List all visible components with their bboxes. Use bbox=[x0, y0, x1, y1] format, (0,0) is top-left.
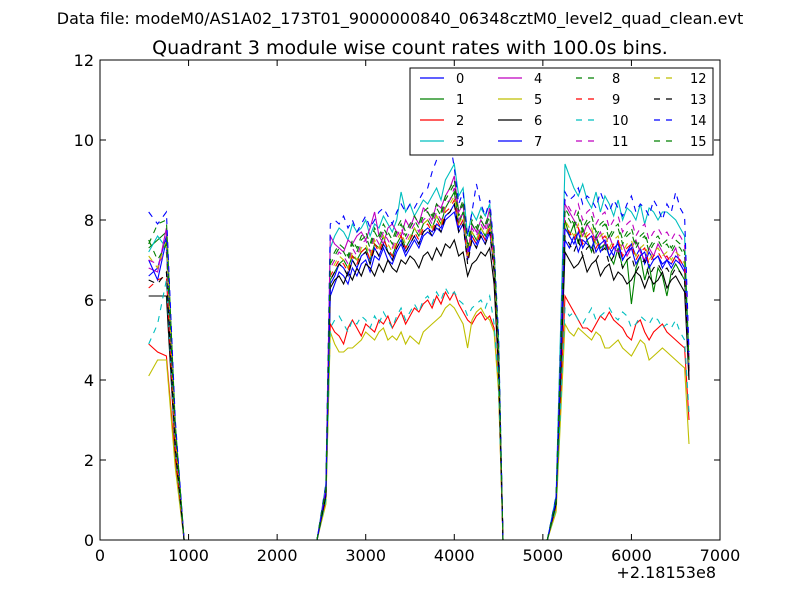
legend-label: 8 bbox=[612, 72, 620, 87]
x-tick-label: 2000 bbox=[257, 546, 298, 565]
legend-entry-7: 7 bbox=[498, 135, 542, 150]
series-13-segment-1 bbox=[316, 202, 504, 541]
legend-label: 5 bbox=[534, 93, 542, 108]
series-5 bbox=[148, 303, 690, 541]
series-3-segment-1 bbox=[316, 162, 504, 541]
series-14-segment-1 bbox=[316, 138, 504, 541]
series-15-segment-1 bbox=[316, 178, 504, 541]
series-14 bbox=[148, 138, 690, 541]
legend-label: 15 bbox=[690, 135, 707, 150]
x-tick-label: 5000 bbox=[522, 546, 563, 565]
legend-label: 4 bbox=[534, 72, 542, 87]
series-10-segment-1 bbox=[316, 286, 504, 541]
series-12 bbox=[148, 194, 690, 541]
legend-label: 14 bbox=[690, 114, 707, 129]
series-8 bbox=[148, 182, 690, 541]
series-5-segment-1 bbox=[316, 303, 504, 541]
series-15 bbox=[148, 178, 690, 541]
series-13-segment-0 bbox=[148, 270, 185, 541]
y-tick-label: 10 bbox=[74, 131, 94, 150]
legend-label: 6 bbox=[534, 114, 542, 129]
series-9-segment-2 bbox=[546, 221, 690, 541]
legend-entry-3: 3 bbox=[420, 135, 464, 150]
series-6-segment-1 bbox=[316, 238, 504, 541]
legend-label: 3 bbox=[456, 135, 464, 150]
legend-entry-1: 1 bbox=[420, 93, 464, 108]
series-3-segment-2 bbox=[546, 163, 690, 541]
data-file-label: Data file: modeM0/AS1A02_173T01_90000008… bbox=[57, 9, 743, 29]
series-11-segment-1 bbox=[316, 187, 504, 541]
x-tick-label: 3000 bbox=[345, 546, 386, 565]
legend-label: 1 bbox=[456, 93, 464, 108]
series-15-segment-2 bbox=[546, 205, 690, 541]
legend-entry-4: 4 bbox=[498, 72, 542, 87]
legend-label: 11 bbox=[612, 135, 629, 150]
series-5-segment-2 bbox=[546, 322, 690, 541]
x-tick-label: 6000 bbox=[611, 546, 652, 565]
series-5-segment-0 bbox=[148, 359, 185, 541]
series-layer bbox=[148, 138, 690, 541]
legend-entry-14: 14 bbox=[654, 114, 707, 129]
series-15-segment-0 bbox=[148, 239, 185, 541]
legend-entry-2: 2 bbox=[420, 114, 464, 129]
y-tick-label: 8 bbox=[84, 211, 94, 230]
legend-box bbox=[409, 67, 714, 156]
y-tick-label: 0 bbox=[84, 531, 94, 550]
y-tick-label: 12 bbox=[74, 51, 94, 70]
legend-entry-11: 11 bbox=[576, 135, 629, 150]
series-7-segment-2 bbox=[546, 225, 690, 541]
series-14-segment-2 bbox=[546, 186, 690, 541]
series-13 bbox=[148, 202, 690, 541]
legend-label: 10 bbox=[612, 114, 629, 129]
series-9-segment-1 bbox=[316, 198, 504, 541]
series-8-segment-1 bbox=[316, 182, 504, 541]
series-8-segment-2 bbox=[546, 209, 690, 541]
series-10-segment-0 bbox=[148, 279, 185, 541]
series-6-segment-2 bbox=[546, 249, 690, 541]
series-12-segment-1 bbox=[316, 194, 504, 541]
series-0-segment-1 bbox=[316, 210, 504, 541]
legend-entry-12: 12 bbox=[654, 72, 707, 87]
series-8-segment-0 bbox=[148, 219, 185, 541]
chart-title: Quadrant 3 module wise count rates with … bbox=[152, 37, 668, 59]
x-tick-label: 1000 bbox=[168, 546, 209, 565]
legend-entry-8: 8 bbox=[576, 72, 620, 87]
legend-entry-13: 13 bbox=[654, 93, 707, 108]
legend-label: 2 bbox=[456, 114, 464, 129]
series-12-segment-2 bbox=[546, 217, 690, 541]
y-tick-label: 6 bbox=[84, 291, 94, 310]
legend-entry-0: 0 bbox=[420, 72, 464, 87]
series-11-segment-2 bbox=[546, 197, 690, 541]
legend-entry-15: 15 bbox=[654, 135, 707, 150]
series-9 bbox=[148, 198, 690, 541]
legend-entry-9: 9 bbox=[576, 93, 620, 108]
x-tick-label: 4000 bbox=[434, 546, 475, 565]
legend-label: 12 bbox=[690, 72, 707, 87]
series-14-segment-0 bbox=[148, 210, 185, 541]
series-13-segment-2 bbox=[546, 233, 690, 541]
series-10 bbox=[148, 279, 690, 541]
legend-label: 0 bbox=[456, 72, 464, 87]
legend-label: 9 bbox=[612, 93, 620, 108]
x-offset-label: +2.18153e8 bbox=[616, 563, 716, 582]
y-tick-label: 4 bbox=[84, 371, 94, 390]
legend-entry-5: 5 bbox=[498, 93, 542, 108]
legend-entry-6: 6 bbox=[498, 114, 542, 129]
series-10-segment-2 bbox=[546, 306, 690, 541]
legend-label: 7 bbox=[534, 135, 542, 150]
x-tick-label: 7000 bbox=[700, 546, 741, 565]
x-tick-label: 0 bbox=[95, 546, 105, 565]
y-tick-label: 2 bbox=[84, 451, 94, 470]
legend-label: 13 bbox=[690, 93, 707, 108]
legend-entry-10: 10 bbox=[576, 114, 629, 129]
